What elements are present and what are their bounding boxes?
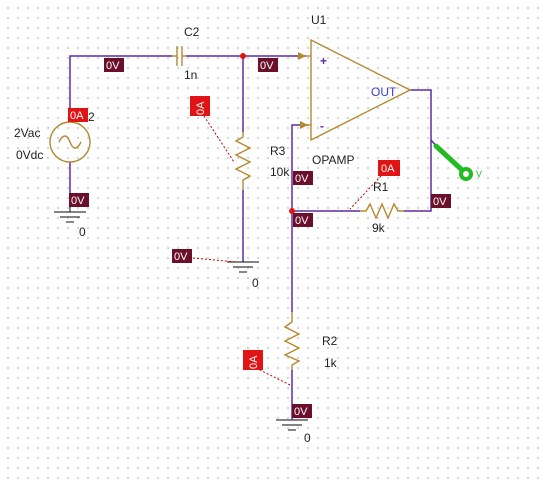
ground-r3[interactable] <box>227 261 259 273</box>
resistor-r3[interactable] <box>234 132 252 190</box>
probe-label: V <box>476 169 482 179</box>
c2-value-label: 1n <box>184 68 197 82</box>
wire-feedback-right[interactable] <box>404 89 432 212</box>
ground-source[interactable] <box>54 208 86 223</box>
voltage-marker-minus-node[interactable]: 0V <box>293 213 313 227</box>
current-marker-r1[interactable]: 0A <box>378 160 400 176</box>
voltage-probe[interactable] <box>433 143 473 181</box>
svg-text:0A: 0A <box>381 163 395 175</box>
leader-r1-current <box>349 175 382 210</box>
svg-text:0V: 0V <box>295 215 309 227</box>
voltage-marker-source-gnd[interactable]: 0V <box>69 193 89 207</box>
u1-out-pin-label: OUT <box>371 85 397 99</box>
svg-text:0V: 0V <box>71 195 85 207</box>
r3-ref-label: R3 <box>270 144 286 158</box>
leader-gnd-voltage <box>192 257 237 263</box>
r2-value-label: 1k <box>324 356 338 370</box>
svg-text:0V: 0V <box>174 251 188 263</box>
ground-r3-label: 0 <box>252 276 259 290</box>
c2-ref-label: C2 <box>184 25 200 39</box>
ground-r2[interactable] <box>276 419 308 431</box>
u1-plus-pin-label: + <box>320 54 327 68</box>
svg-text:0V: 0V <box>260 60 274 72</box>
r1-ref-label: R1 <box>373 180 389 194</box>
svg-text:0A: 0A <box>70 110 84 122</box>
ground-r2-label: 0 <box>304 431 311 445</box>
voltage-marker-minus-top[interactable]: 0V <box>293 171 313 185</box>
voltage-marker-r2-gnd[interactable]: 0V <box>292 404 312 418</box>
svg-text:0V: 0V <box>433 196 447 208</box>
wire-source-top[interactable] <box>69 55 172 122</box>
svg-text:0A: 0A <box>195 101 207 115</box>
voltage-marker-source-top[interactable]: 0V <box>104 58 124 72</box>
current-marker-r2[interactable]: 0A <box>243 350 263 370</box>
ac-voltage-source[interactable] <box>49 121 91 163</box>
resistor-r1[interactable] <box>360 202 404 220</box>
current-marker-r3[interactable]: 0A <box>190 96 210 116</box>
r2-ref-label: R2 <box>322 334 338 348</box>
svg-text:0A: 0A <box>248 355 260 369</box>
u1-ref-label: U1 <box>311 13 327 27</box>
u1-model-label: OPAMP <box>312 153 354 167</box>
svg-text:0V: 0V <box>295 173 309 185</box>
ground-source-label: 0 <box>79 225 86 239</box>
current-marker-source[interactable]: 0A <box>68 108 88 122</box>
source-ref-fragment: 2 <box>88 110 95 124</box>
voltage-marker-plus-node[interactable]: 0V <box>258 58 278 72</box>
junction-node-plus <box>240 53 246 59</box>
svg-text:0V: 0V <box>294 406 308 418</box>
voltage-marker-r3-gnd[interactable]: 0V <box>172 249 192 263</box>
voltage-marker-output[interactable]: 0V <box>431 194 451 208</box>
plus-input-arrow <box>298 52 306 60</box>
leader-r3-current <box>203 115 235 163</box>
r1-value-label: 9k <box>372 221 386 235</box>
svg-text:0V: 0V <box>106 60 120 72</box>
source-ac-label: 2Vac <box>14 126 40 140</box>
minus-input-arrow <box>300 121 308 129</box>
leader-r2-current <box>255 367 291 386</box>
capacitor-c2[interactable] <box>172 46 186 66</box>
r3-value-label: 10k <box>270 165 290 179</box>
resistor-r2[interactable] <box>283 312 301 370</box>
junction-node-minus <box>289 208 295 214</box>
u1-minus-pin-label: - <box>320 119 324 133</box>
source-dc-label: 0Vdc <box>16 148 43 162</box>
